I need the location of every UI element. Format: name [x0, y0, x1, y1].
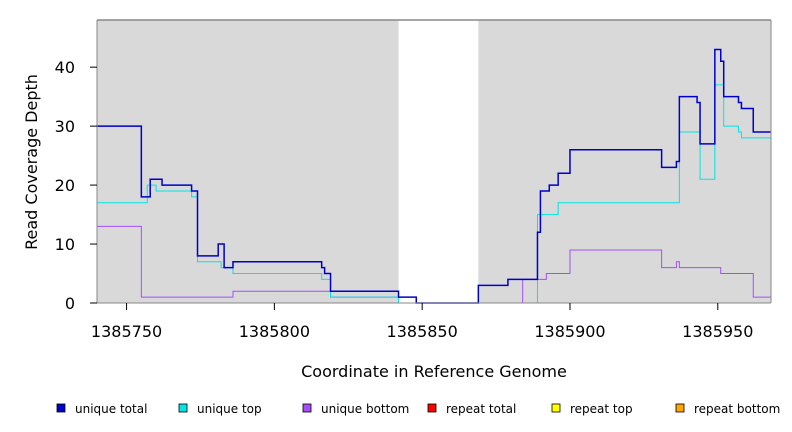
plot-background — [97, 20, 771, 303]
y-tick-label: 40 — [55, 58, 75, 77]
x-tick-label: 1385750 — [91, 322, 162, 341]
series-line-unique-bottom — [97, 225, 771, 304]
y-tick-label: 20 — [55, 176, 75, 195]
legend-label-repeat-total: repeat total — [446, 402, 516, 416]
legend: unique total unique top unique bottom repea… — [56, 402, 780, 416]
legend-label-repeat-bottom: repeat bottom — [694, 402, 780, 416]
y-tick-label: 0 — [65, 294, 75, 313]
x-tick-label: 1385800 — [239, 322, 310, 341]
x-tick-label: 1385850 — [387, 322, 458, 341]
legend-label-unique-bottom: unique bottom — [321, 402, 409, 416]
legend-label-unique-top: unique top — [197, 402, 262, 416]
y-axis-title: Read Coverage Depth — [22, 74, 41, 250]
legend-item-repeat-top: repeat top — [551, 402, 633, 416]
legend-swatch-unique-bottom — [302, 403, 312, 413]
legend-item-repeat-bottom: repeat bottom — [675, 402, 780, 416]
legend-item-unique-bottom: unique bottom — [302, 402, 409, 416]
legend-swatch-repeat-top — [551, 403, 561, 413]
x-tick-label: 1385950 — [682, 322, 753, 341]
legend-swatch-repeat-bottom — [675, 403, 685, 413]
legend-item-unique-total: unique total — [56, 402, 147, 416]
legend-label-unique-total: unique total — [75, 402, 147, 416]
y-tick-label: 10 — [55, 235, 75, 254]
legend-swatch-unique-top — [178, 403, 188, 413]
legend-label-repeat-top: repeat top — [570, 402, 633, 416]
legend-item-unique-top: unique top — [178, 402, 262, 416]
legend-swatch-repeat-total — [427, 403, 437, 413]
legend-item-repeat-total: repeat total — [427, 402, 516, 416]
axes: 1385750 1385800 1385850 1385900 1385950 0 10 20… — [55, 19, 772, 341]
legend-swatch-unique-total — [56, 403, 66, 413]
x-tick-label: 1385900 — [534, 322, 605, 341]
shaded-region-2 — [478, 20, 771, 303]
shaded-region-1 — [97, 20, 399, 303]
y-tick-label: 30 — [55, 117, 75, 136]
series-line-unique-total — [97, 48, 771, 304]
x-axis-title: Coordinate in Reference Genome — [301, 362, 567, 381]
